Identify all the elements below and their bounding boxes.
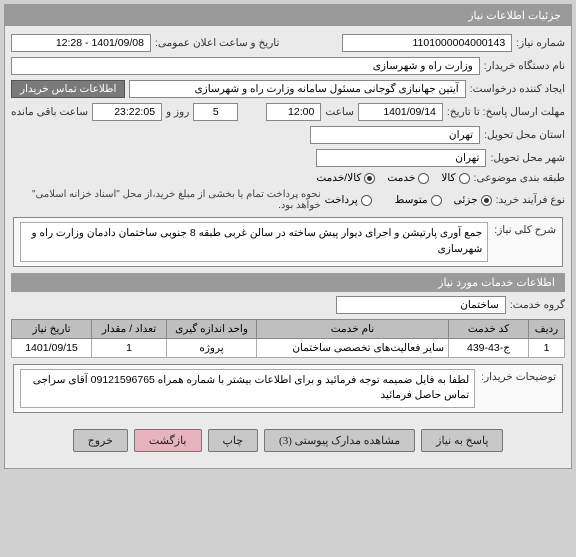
cell-row: 1 xyxy=(529,338,565,357)
back-button[interactable]: بازگشت xyxy=(134,429,202,452)
col-date: تاریخ نیاز xyxy=(12,319,92,338)
remain-time: 23:22:05 xyxy=(92,103,162,121)
buyer-notes-label: توضیحات خریدار: xyxy=(481,369,556,409)
group-value: ساختمان xyxy=(336,296,506,314)
services-header: اطلاعات خدمات مورد نیاز xyxy=(11,273,565,292)
need-no-value: 1101000004000143 xyxy=(342,34,512,52)
cell-date: 1401/09/15 xyxy=(12,338,92,357)
print-button[interactable]: چاپ xyxy=(208,429,259,452)
button-row: پاسخ به نیاز مشاهده مدارک پیوستی (3) چاپ… xyxy=(11,419,565,460)
col-unit: واحد اندازه گیری xyxy=(167,319,257,338)
col-code: کد خدمت xyxy=(449,319,529,338)
exit-button[interactable]: خروج xyxy=(73,429,128,452)
cell-code: ج-43-439 xyxy=(449,338,529,357)
radio-service[interactable]: خدمت xyxy=(387,172,429,184)
remain-label: ساعت باقی مانده xyxy=(11,106,88,118)
purchase-type-group: جزئی متوسط xyxy=(395,194,492,206)
deadline-date: 1401/09/14 xyxy=(358,103,443,121)
deadline-time: 12:00 xyxy=(266,103,321,121)
table-row: 1 ج-43-439 سایر فعالیت‌های تخصصی ساختمان… xyxy=(12,338,565,357)
attachments-button[interactable]: مشاهده مدارک پیوستی (3) xyxy=(264,429,415,452)
province-label: استان محل تحویل: xyxy=(484,129,565,141)
payment-checkbox[interactable]: پرداخت xyxy=(325,194,372,206)
subject-class-group: کالا خدمت کالا/خدمت xyxy=(316,172,469,184)
radio-both[interactable]: کالا/خدمت xyxy=(316,172,375,184)
general-desc-box: شرح کلی نیاز: جمع آوری پارتیشن و اجرای د… xyxy=(13,217,563,267)
days-label: روز و xyxy=(166,106,189,118)
panel-title: جزئیات اطلاعات نیاز xyxy=(5,5,571,26)
buyer-label: نام دستگاه خریدار: xyxy=(484,60,565,72)
city-label: شهر محل تحویل: xyxy=(490,152,565,164)
cell-unit: پروژه xyxy=(167,338,257,357)
announce-value: 1401/09/08 - 12:28 xyxy=(11,34,151,52)
general-desc-text: جمع آوری پارتیشن و اجرای دیوار پیش ساخته… xyxy=(20,222,488,262)
cell-qty: 1 xyxy=(92,338,167,357)
deadline-label: مهلت ارسال پاسخ: تا تاریخ: xyxy=(447,106,565,118)
province-value: تهران xyxy=(310,126,480,144)
cell-name: سایر فعالیت‌های تخصصی ساختمان xyxy=(257,338,449,357)
announce-label: تاریخ و ساعت اعلان عمومی: xyxy=(155,37,279,49)
group-label: گروه خدمت: xyxy=(510,299,565,311)
radio-minor[interactable]: جزئی xyxy=(454,194,492,206)
need-no-label: شماره نیاز: xyxy=(516,37,565,49)
col-row: ردیف xyxy=(529,319,565,338)
table-header-row: ردیف کد خدمت نام خدمت واحد اندازه گیری ت… xyxy=(12,319,565,338)
city-value: تهران xyxy=(316,149,486,167)
reply-button[interactable]: پاسخ به نیاز xyxy=(421,429,503,452)
creator-label: ایجاد کننده درخواست: xyxy=(470,83,565,95)
payment-note: نحوه پرداخت تمام یا بخشی از مبلغ خرید،از… xyxy=(11,189,321,211)
services-table: ردیف کد خدمت نام خدمت واحد اندازه گیری ت… xyxy=(11,319,565,358)
creator-value: آیتین جهانبازی گوجانی مسئول سامانه وزارت… xyxy=(129,80,465,98)
col-qty: تعداد / مقدار xyxy=(92,319,167,338)
buyer-value: وزارت راه و شهرسازی xyxy=(11,57,480,75)
radio-goods[interactable]: کالا xyxy=(441,172,469,184)
time-label-1: ساعت xyxy=(325,106,354,118)
form-content: شماره نیاز: 1101000004000143 تاریخ و ساع… xyxy=(5,26,571,468)
days-value: 5 xyxy=(193,103,238,121)
buyer-notes-text: لطفا به فایل ضمیمه توجه فرمائید و برای ا… xyxy=(20,369,475,409)
purchase-type-label: نوع فرآیند خرید: xyxy=(496,194,565,206)
details-panel: جزئیات اطلاعات نیاز شماره نیاز: 11010000… xyxy=(4,4,572,469)
radio-medium[interactable]: متوسط xyxy=(395,194,442,206)
contact-info-button[interactable]: اطلاعات تماس خریدار xyxy=(11,80,125,98)
general-desc-label: شرح کلی نیاز: xyxy=(494,222,556,262)
subject-class-label: طبقه بندی موضوعی: xyxy=(474,172,565,184)
col-name: نام خدمت xyxy=(257,319,449,338)
buyer-notes-box: توضیحات خریدار: لطفا به فایل ضمیمه توجه … xyxy=(13,364,563,414)
